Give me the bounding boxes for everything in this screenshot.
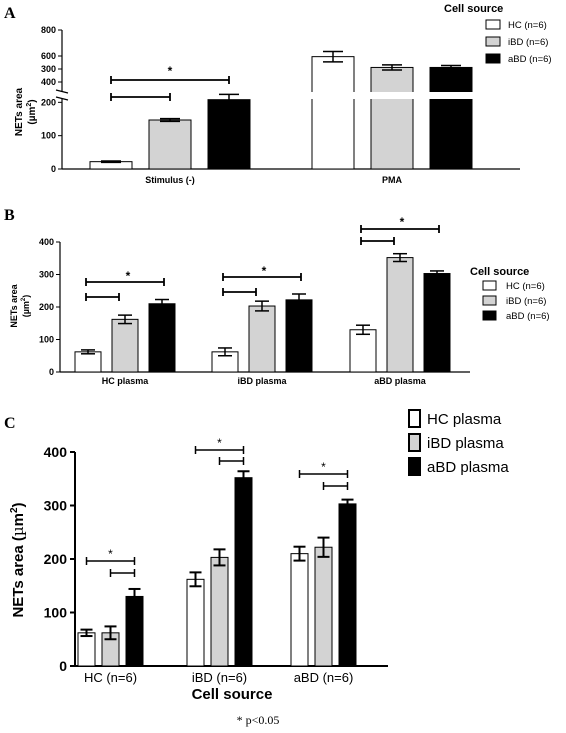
y-tick-label-b: 300: [39, 270, 54, 280]
footnote-significance: * p<0.05: [237, 713, 280, 727]
axis-break-band-a: [300, 92, 480, 99]
legend-title-a: Cell source: [444, 3, 503, 15]
panel-label-a: A: [4, 5, 16, 22]
sig-star-b: *: [400, 215, 405, 229]
y-tick-label-a: 400: [41, 77, 56, 87]
sig-star-a: *: [168, 64, 173, 78]
bar-c-1-2: [186, 578, 205, 667]
bar-c-2-2: [210, 556, 229, 667]
sig-star-b: *: [126, 269, 131, 283]
y-tick-label-b: 100: [39, 335, 54, 345]
bar-b-2-2: [248, 305, 276, 373]
legend-swatch-a: [485, 53, 501, 64]
sig-star-c: *: [217, 436, 222, 450]
bar-b-2-3: [386, 257, 414, 373]
axis-a-break-mark: [55, 89, 69, 94]
legend-label-b: iBD (n=6): [506, 296, 546, 307]
y-tick-label-a: 0: [51, 164, 56, 174]
legend-label-c: iBD plasma: [427, 435, 504, 452]
x-axis-label-c: Cell source: [192, 686, 273, 703]
y-tick-label-b: 0: [49, 367, 54, 377]
bar-c-1-1: [77, 632, 96, 667]
bar-c-3-1: [125, 595, 144, 667]
x-tick-label-c: HC (n=6): [84, 670, 137, 685]
y-tick-label-a: 800: [41, 25, 56, 35]
x-tick-label-a: PMA: [382, 175, 403, 185]
sig-star-c: *: [108, 547, 113, 561]
bar-b-1-3: [349, 329, 377, 373]
bar-b-3-2: [285, 299, 313, 373]
y-tick-label-a: 100: [41, 131, 56, 141]
legend-label-b: HC (n=6): [506, 281, 545, 292]
axis-a-break-mark: [55, 96, 69, 101]
legend-swatch-c: [408, 409, 421, 428]
x-tick-label-a: Stimulus (-): [145, 175, 195, 185]
panel-label-c: C: [4, 415, 16, 432]
legend-swatch-a: [485, 19, 501, 30]
x-tick-label-b: HC plasma: [102, 376, 150, 386]
bar-b-1-1: [74, 351, 102, 373]
y-tick-label-a: 600: [41, 51, 56, 61]
x-tick-label-b: aBD plasma: [374, 376, 427, 386]
y-axis-label-b: NETs area (µm2): [9, 283, 31, 327]
legend-swatch-c: [408, 433, 421, 452]
bar-b-2-1: [111, 318, 139, 373]
bar-a-1-2: [311, 56, 355, 170]
panel-label-b: B: [4, 207, 15, 224]
legend-label-a: iBD (n=6): [508, 37, 548, 48]
legend-label-c: HC plasma: [427, 411, 502, 428]
bar-b-3-3: [423, 273, 451, 373]
legend-swatch-b: [482, 295, 497, 306]
bar-c-2-3: [314, 546, 333, 667]
y-tick-label-c: 0: [59, 658, 67, 674]
y-tick-label-c: 400: [44, 444, 68, 460]
bar-a-3-2: [429, 66, 473, 170]
y-tick-label-a: 300: [41, 64, 56, 74]
x-tick-label-b: iBD plasma: [237, 376, 287, 386]
y-tick-label-c: 100: [44, 605, 68, 621]
legend-label-b: aBD (n=6): [506, 311, 550, 322]
y-tick-label-c: 300: [44, 498, 68, 514]
bar-a-2-2: [370, 66, 414, 170]
y-axis-label-c: NETs area (µm2): [9, 502, 27, 617]
legend-label-a: aBD (n=6): [508, 54, 552, 65]
y-tick-label-b: 400: [39, 237, 54, 247]
y-tick-label-c: 200: [44, 551, 68, 567]
bar-c-3-2: [234, 477, 253, 667]
legend-swatch-a: [485, 36, 501, 47]
legend-swatch-b: [482, 280, 497, 291]
sig-star-b: *: [262, 264, 267, 278]
bar-b-3-1: [148, 303, 176, 373]
bar-a-2-1: [148, 119, 192, 170]
y-tick-label-a: 200: [41, 97, 56, 107]
legend-title-b: Cell source: [470, 266, 529, 278]
y-axis-label-a: NETs area (µm2): [14, 87, 38, 136]
y-tick-label-b: 200: [39, 302, 54, 312]
bar-c-3-3: [338, 503, 357, 667]
sig-star-c: *: [321, 460, 326, 474]
legend-label-c: aBD plasma: [427, 459, 509, 476]
x-tick-label-c: iBD (n=6): [192, 670, 247, 685]
legend-swatch-b: [482, 310, 497, 321]
legend-swatch-c: [408, 457, 421, 476]
bar-c-1-3: [290, 553, 309, 667]
bar-a-3-1: [207, 99, 251, 170]
legend-label-a: HC (n=6): [508, 20, 547, 31]
x-tick-label-c: aBD (n=6): [294, 670, 354, 685]
